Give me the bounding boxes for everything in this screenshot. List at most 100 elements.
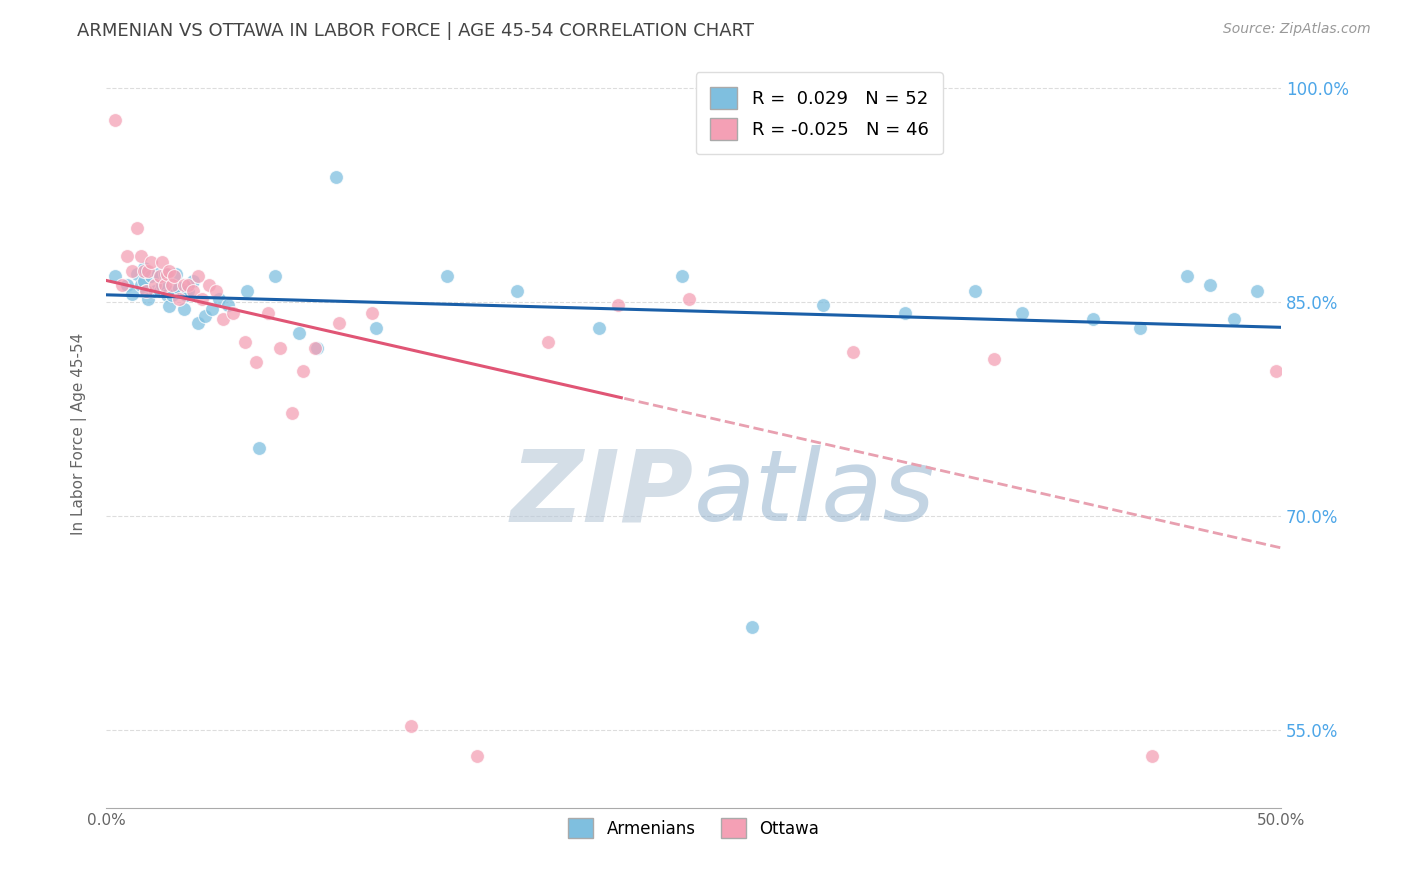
Point <box>135 284 157 298</box>
Point <box>139 269 162 284</box>
Text: ZIP: ZIP <box>510 445 693 542</box>
Text: ARMENIAN VS OTTAWA IN LABOR FORCE | AGE 45-54 CORRELATION CHART: ARMENIAN VS OTTAWA IN LABOR FORCE | AGE … <box>77 22 755 40</box>
Point <box>245 355 267 369</box>
Point <box>132 260 155 275</box>
Point <box>159 299 181 313</box>
Point <box>160 288 183 302</box>
Point <box>328 317 350 331</box>
Point <box>104 112 127 127</box>
Point <box>607 298 630 312</box>
Point <box>401 719 423 733</box>
Point <box>149 269 172 284</box>
Point <box>146 267 169 281</box>
Point <box>135 284 157 298</box>
Point <box>149 284 172 298</box>
Point <box>292 363 315 377</box>
Point <box>811 298 834 312</box>
Point <box>136 292 159 306</box>
Point <box>104 269 127 284</box>
Point <box>1246 284 1268 298</box>
Legend: Armenians, Ottawa: Armenians, Ottawa <box>561 812 825 845</box>
Point <box>132 274 155 288</box>
Point <box>150 277 173 292</box>
Point <box>307 341 329 355</box>
Point <box>111 277 134 292</box>
Point <box>965 284 987 298</box>
Point <box>156 288 179 302</box>
Point <box>1081 312 1104 326</box>
Point <box>132 263 155 277</box>
Point <box>163 269 186 284</box>
Point <box>167 292 190 306</box>
Point <box>671 269 693 284</box>
Point <box>366 320 388 334</box>
Point <box>304 341 326 355</box>
Point <box>125 267 148 281</box>
Point <box>1199 277 1222 292</box>
Point <box>121 286 143 301</box>
Point <box>187 317 209 331</box>
Point <box>212 312 235 326</box>
Point <box>1011 306 1033 320</box>
Point <box>465 748 488 763</box>
Point <box>1140 748 1163 763</box>
Point <box>187 269 209 284</box>
Point <box>191 292 214 306</box>
Point <box>205 284 228 298</box>
Point <box>198 277 221 292</box>
Point <box>129 249 152 263</box>
Point <box>436 269 458 284</box>
Point <box>217 298 239 312</box>
Point <box>588 320 610 334</box>
Point <box>136 263 159 277</box>
Point <box>156 267 179 281</box>
Y-axis label: In Labor Force | Age 45-54: In Labor Force | Age 45-54 <box>72 333 87 535</box>
Point <box>177 277 200 292</box>
Point <box>537 334 560 349</box>
Point <box>177 284 200 298</box>
Point <box>153 277 176 292</box>
Point <box>222 306 245 320</box>
Point <box>360 306 382 320</box>
Point <box>115 277 138 292</box>
Point <box>894 306 917 320</box>
Point <box>983 352 1005 367</box>
Point <box>842 345 865 359</box>
Point <box>115 249 138 263</box>
Point <box>166 267 188 281</box>
Point <box>143 277 166 292</box>
Point <box>174 288 197 302</box>
Point <box>741 620 763 634</box>
Point <box>167 281 190 295</box>
Point <box>678 292 700 306</box>
Point <box>287 326 309 341</box>
Point <box>139 255 162 269</box>
Point <box>233 334 256 349</box>
Point <box>325 169 347 184</box>
Point <box>1265 363 1288 377</box>
Point <box>129 277 152 292</box>
Point <box>121 263 143 277</box>
Point <box>208 292 231 306</box>
Point <box>153 267 176 281</box>
Point <box>247 441 270 455</box>
Point <box>280 406 302 420</box>
Point <box>257 306 280 320</box>
Point <box>150 255 173 269</box>
Point <box>143 284 166 298</box>
Text: atlas: atlas <box>693 445 935 542</box>
Point <box>125 221 148 235</box>
Point <box>173 302 195 317</box>
Point <box>181 284 204 298</box>
Point <box>1129 320 1152 334</box>
Point <box>236 284 259 298</box>
Point <box>159 263 181 277</box>
Point <box>194 310 217 324</box>
Point <box>264 269 287 284</box>
Point <box>506 284 529 298</box>
Point <box>201 302 224 317</box>
Point <box>181 274 204 288</box>
Point <box>1175 269 1198 284</box>
Point <box>163 284 186 298</box>
Point <box>160 277 183 292</box>
